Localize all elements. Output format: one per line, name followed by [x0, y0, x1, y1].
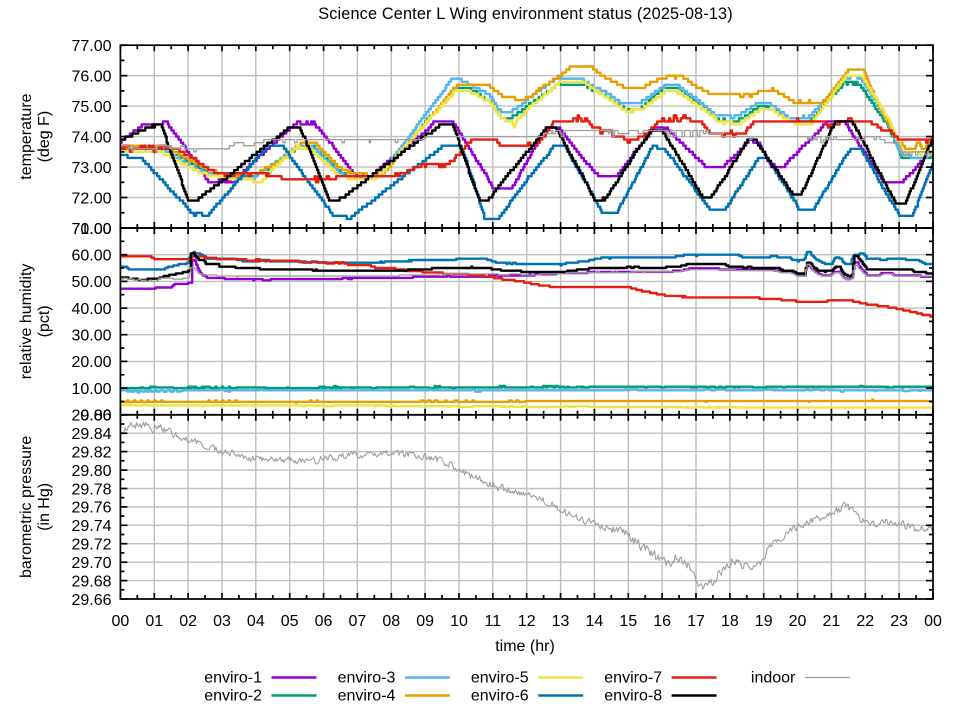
svg-text:29.66: 29.66	[71, 592, 111, 609]
svg-text:09: 09	[416, 613, 434, 630]
svg-text:29.86: 29.86	[71, 408, 111, 425]
svg-text:indoor: indoor	[751, 670, 796, 687]
svg-text:70.00: 70.00	[71, 221, 111, 238]
svg-text:29.68: 29.68	[71, 573, 111, 590]
svg-text:29.74: 29.74	[71, 518, 111, 535]
svg-text:72.00: 72.00	[71, 190, 111, 207]
svg-text:29.78: 29.78	[71, 481, 111, 498]
svg-text:(pct): (pct)	[36, 305, 53, 337]
svg-text:29.76: 29.76	[71, 500, 111, 517]
svg-text:08: 08	[382, 613, 400, 630]
svg-text:12: 12	[518, 613, 536, 630]
svg-text:enviro-2: enviro-2	[204, 688, 262, 705]
svg-text:29.80: 29.80	[71, 463, 111, 480]
svg-text:0.00: 0.00	[80, 408, 111, 425]
svg-text:Science Center L Wing environm: Science Center L Wing environment status…	[318, 5, 733, 23]
svg-text:time (hr): time (hr)	[495, 638, 555, 655]
svg-text:76.00: 76.00	[71, 68, 111, 85]
svg-text:02: 02	[179, 613, 197, 630]
svg-text:21: 21	[823, 613, 841, 630]
svg-text:enviro-6: enviro-6	[471, 688, 529, 705]
svg-text:77.00: 77.00	[71, 38, 111, 55]
svg-text:05: 05	[281, 613, 299, 630]
svg-text:enviro-8: enviro-8	[604, 688, 662, 705]
svg-text:10.00: 10.00	[71, 381, 111, 398]
svg-text:29.82: 29.82	[71, 444, 111, 461]
svg-text:enviro-3: enviro-3	[338, 670, 396, 687]
svg-text:30.00: 30.00	[71, 328, 111, 345]
svg-text:13: 13	[552, 613, 570, 630]
svg-text:01: 01	[145, 613, 163, 630]
svg-text:enviro-4: enviro-4	[338, 688, 396, 705]
svg-text:19: 19	[755, 613, 773, 630]
svg-text:enviro-1: enviro-1	[204, 670, 262, 687]
svg-text:11: 11	[485, 613, 502, 630]
svg-text:29.72: 29.72	[71, 537, 111, 554]
svg-text:29.70: 29.70	[71, 555, 111, 572]
svg-text:enviro-7: enviro-7	[604, 670, 662, 687]
svg-text:enviro-5: enviro-5	[471, 670, 529, 687]
svg-text:(in Hg): (in Hg)	[36, 483, 53, 531]
svg-text:23: 23	[890, 613, 908, 630]
svg-text:00: 00	[112, 613, 130, 630]
svg-text:00: 00	[924, 613, 942, 630]
svg-text:03: 03	[213, 613, 231, 630]
svg-text:18: 18	[721, 613, 739, 630]
svg-text:20: 20	[789, 613, 807, 630]
svg-text:temperature: temperature	[18, 93, 35, 179]
svg-text:10: 10	[450, 613, 468, 630]
svg-text:60.00: 60.00	[71, 247, 111, 264]
svg-text:40.00: 40.00	[71, 301, 111, 318]
svg-text:06: 06	[315, 613, 333, 630]
svg-text:barometric pressure: barometric pressure	[18, 436, 35, 578]
svg-text:71.00: 71.00	[71, 221, 111, 238]
svg-text:20.00: 20.00	[71, 354, 111, 371]
svg-text:14: 14	[586, 613, 604, 630]
svg-text:74.00: 74.00	[71, 129, 111, 146]
svg-text:relative humidity: relative humidity	[18, 264, 35, 380]
svg-text:16: 16	[653, 613, 671, 630]
svg-text:29.84: 29.84	[71, 426, 111, 443]
svg-text:15: 15	[619, 613, 637, 630]
svg-text:04: 04	[247, 613, 265, 630]
svg-text:(deg F): (deg F)	[36, 111, 53, 163]
svg-text:50.00: 50.00	[71, 274, 111, 291]
svg-text:22: 22	[856, 613, 874, 630]
svg-text:75.00: 75.00	[71, 99, 111, 116]
svg-text:07: 07	[349, 613, 367, 630]
svg-text:17: 17	[687, 613, 705, 630]
svg-text:73.00: 73.00	[71, 160, 111, 177]
